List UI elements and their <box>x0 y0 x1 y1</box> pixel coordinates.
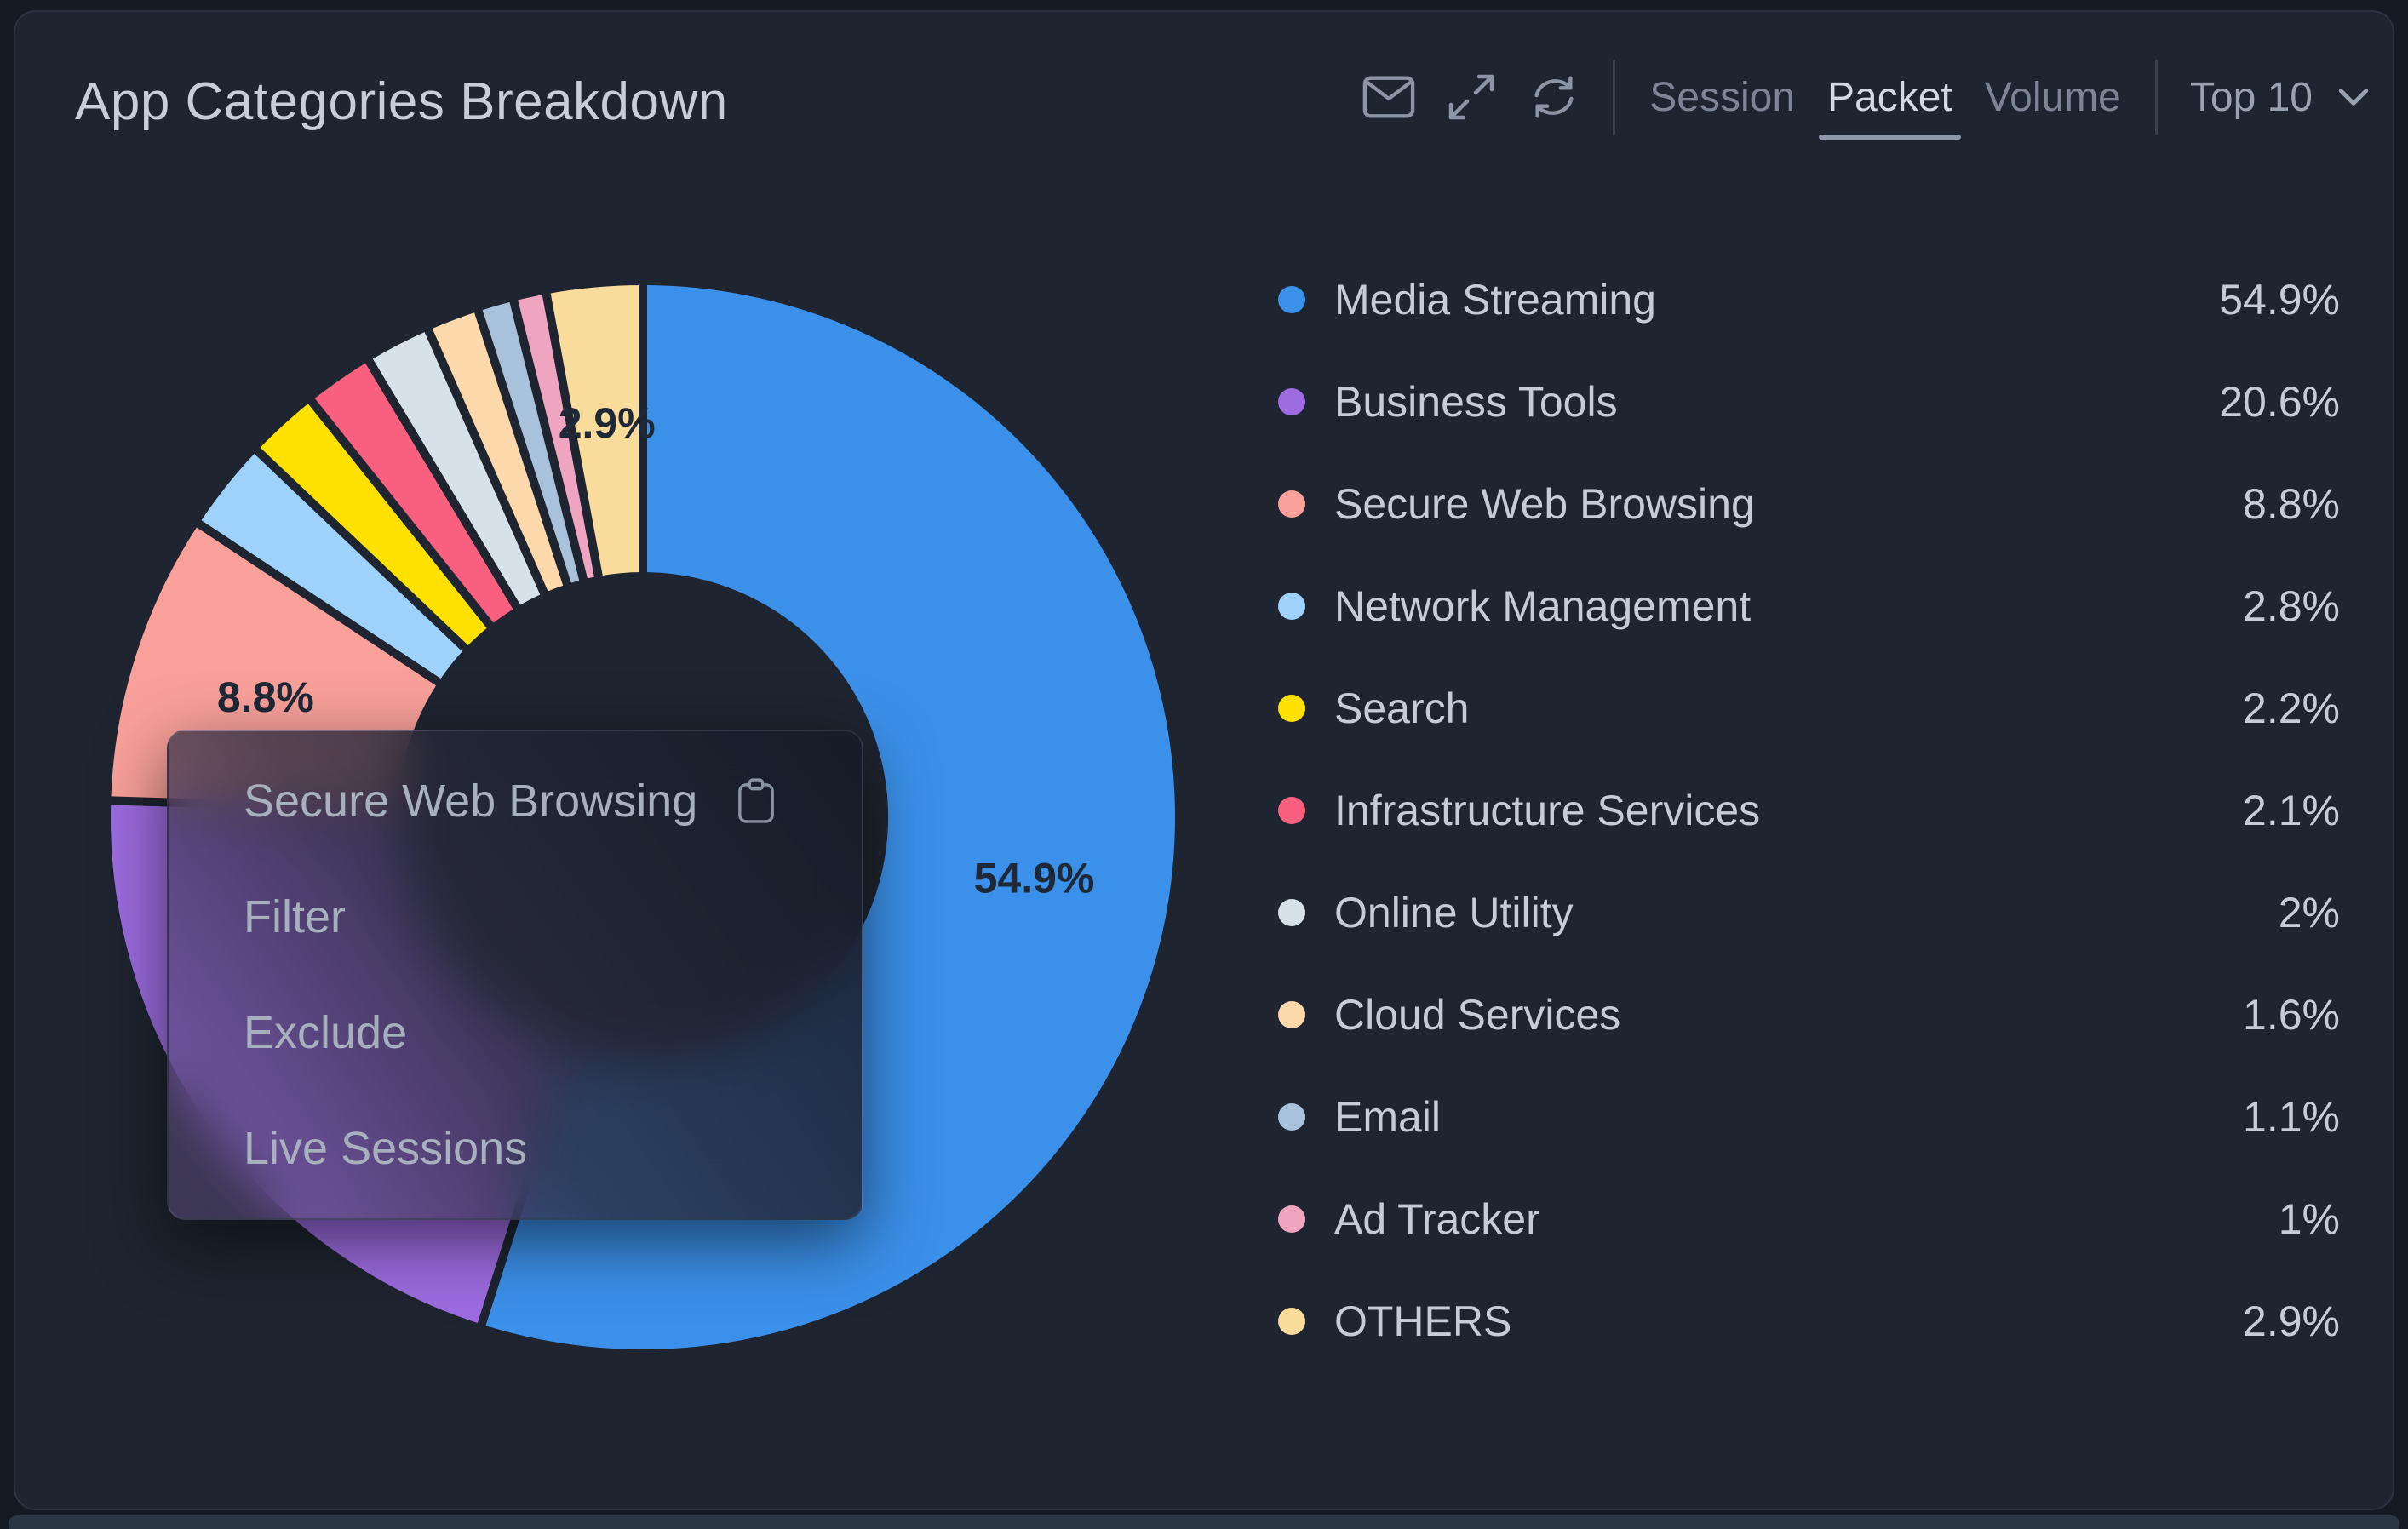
top-n-label: Top 10 <box>2189 74 2313 120</box>
next-panel-edge <box>9 1515 2399 1529</box>
legend-color-dot <box>1278 1001 1305 1028</box>
legend-value: 2.1% <box>2243 787 2340 834</box>
legend-label: Email <box>1334 1093 1442 1141</box>
legend-color-dot <box>1278 695 1305 722</box>
chart-legend: Media Streaming 54.9% Business Tools 20.… <box>1278 249 2340 1372</box>
slice-percent-label: 54.9% <box>974 854 1095 902</box>
legend-label: Business Tools <box>1334 378 1618 426</box>
legend-row-email[interactable]: Email 1.1% <box>1278 1066 2340 1168</box>
expand-icon[interactable] <box>1448 73 1495 121</box>
legend-value: 8.8% <box>2243 480 2340 528</box>
legend-label: Ad Tracker <box>1334 1195 1540 1243</box>
legend-value: 2% <box>2278 889 2340 936</box>
legend-value: 1% <box>2278 1195 2340 1243</box>
legend-row-cloud-services[interactable]: Cloud Services 1.6% <box>1278 964 2340 1066</box>
legend-value: 54.9% <box>2219 276 2340 324</box>
legend-color-dot <box>1278 388 1305 415</box>
legend-color-dot <box>1278 1103 1305 1131</box>
legend-row-online-utility[interactable]: Online Utility 2% <box>1278 862 2340 964</box>
chevron-down-icon <box>2338 89 2369 106</box>
context-menu-title[interactable]: Secure Web Browsing <box>169 743 862 859</box>
slice-context-menu: Secure Web Browsing Filter Exclude Live Se… <box>167 730 863 1220</box>
menu-item-filter[interactable]: Filter <box>244 891 346 942</box>
toolbar-divider <box>1613 60 1616 135</box>
legend-label: Cloud Services <box>1334 991 1621 1039</box>
legend-row-business-tools[interactable]: Business Tools 20.6% <box>1278 351 2340 453</box>
slice-percent-label: 2.9% <box>559 399 656 447</box>
legend-label: Network Management <box>1334 582 1752 630</box>
legend-color-dot <box>1278 286 1305 313</box>
legend-row-secure-web-browsing[interactable]: Secure Web Browsing 8.8% <box>1278 453 2340 555</box>
legend-label: OTHERS <box>1334 1297 1512 1345</box>
toolbar-divider <box>2154 60 2158 135</box>
legend-label: Online Utility <box>1334 889 1574 936</box>
legend-color-dot <box>1278 1308 1305 1335</box>
legend-row-others[interactable]: OTHERS 2.9% <box>1278 1270 2340 1372</box>
pie-slice-others[interactable] <box>541 277 647 585</box>
legend-color-dot <box>1278 1205 1305 1233</box>
legend-value: 1.1% <box>2243 1093 2340 1141</box>
refresh-icon[interactable] <box>1528 73 1580 121</box>
legend-value: 20.6% <box>2219 378 2340 426</box>
tab-session[interactable]: Session <box>1649 74 1796 120</box>
legend-color-dot <box>1278 797 1305 824</box>
legend-value: 2.2% <box>2243 684 2340 732</box>
legend-value: 1.6% <box>2243 991 2340 1039</box>
legend-value: 2.8% <box>2243 582 2340 630</box>
mail-icon[interactable] <box>1362 73 1415 121</box>
legend-label: Media Streaming <box>1334 276 1656 324</box>
legend-row-ad-tracker[interactable]: Ad Tracker 1% <box>1278 1168 2340 1270</box>
legend-label: Search <box>1334 684 1470 732</box>
menu-item-exclude[interactable]: Exclude <box>244 1007 408 1058</box>
tab-volume[interactable]: Volume <box>1984 74 2121 120</box>
legend-row-media-streaming[interactable]: Media Streaming 54.9% <box>1278 249 2340 351</box>
legend-value: 2.9% <box>2243 1297 2340 1345</box>
legend-row-network-management[interactable]: Network Management 2.8% <box>1278 555 2340 657</box>
metric-tabs: Session Packet Volume <box>1648 69 2123 140</box>
legend-color-dot <box>1278 899 1305 926</box>
slice-percent-label: 8.8% <box>217 673 314 721</box>
legend-row-infrastructure-services[interactable]: Infrastructure Services 2.1% <box>1278 759 2340 862</box>
toolbar: Session Packet Volume Top 10 <box>1362 56 2369 140</box>
clipboard-copy-icon[interactable] <box>737 776 776 826</box>
legend-label: Secure Web Browsing <box>1334 480 1755 528</box>
legend-row-search[interactable]: Search 2.2% <box>1278 657 2340 759</box>
legend-label: Infrastructure Services <box>1334 787 1761 834</box>
legend-color-dot <box>1278 593 1305 620</box>
top-n-dropdown[interactable]: Top 10 <box>2190 74 2369 121</box>
context-menu-title-label: Secure Web Browsing <box>244 776 698 827</box>
tab-packet[interactable]: Packet <box>1819 69 1961 140</box>
page-title: App Categories Breakdown <box>75 72 728 131</box>
menu-item-live-sessions[interactable]: Live Sessions <box>244 1123 528 1174</box>
legend-color-dot <box>1278 490 1305 518</box>
